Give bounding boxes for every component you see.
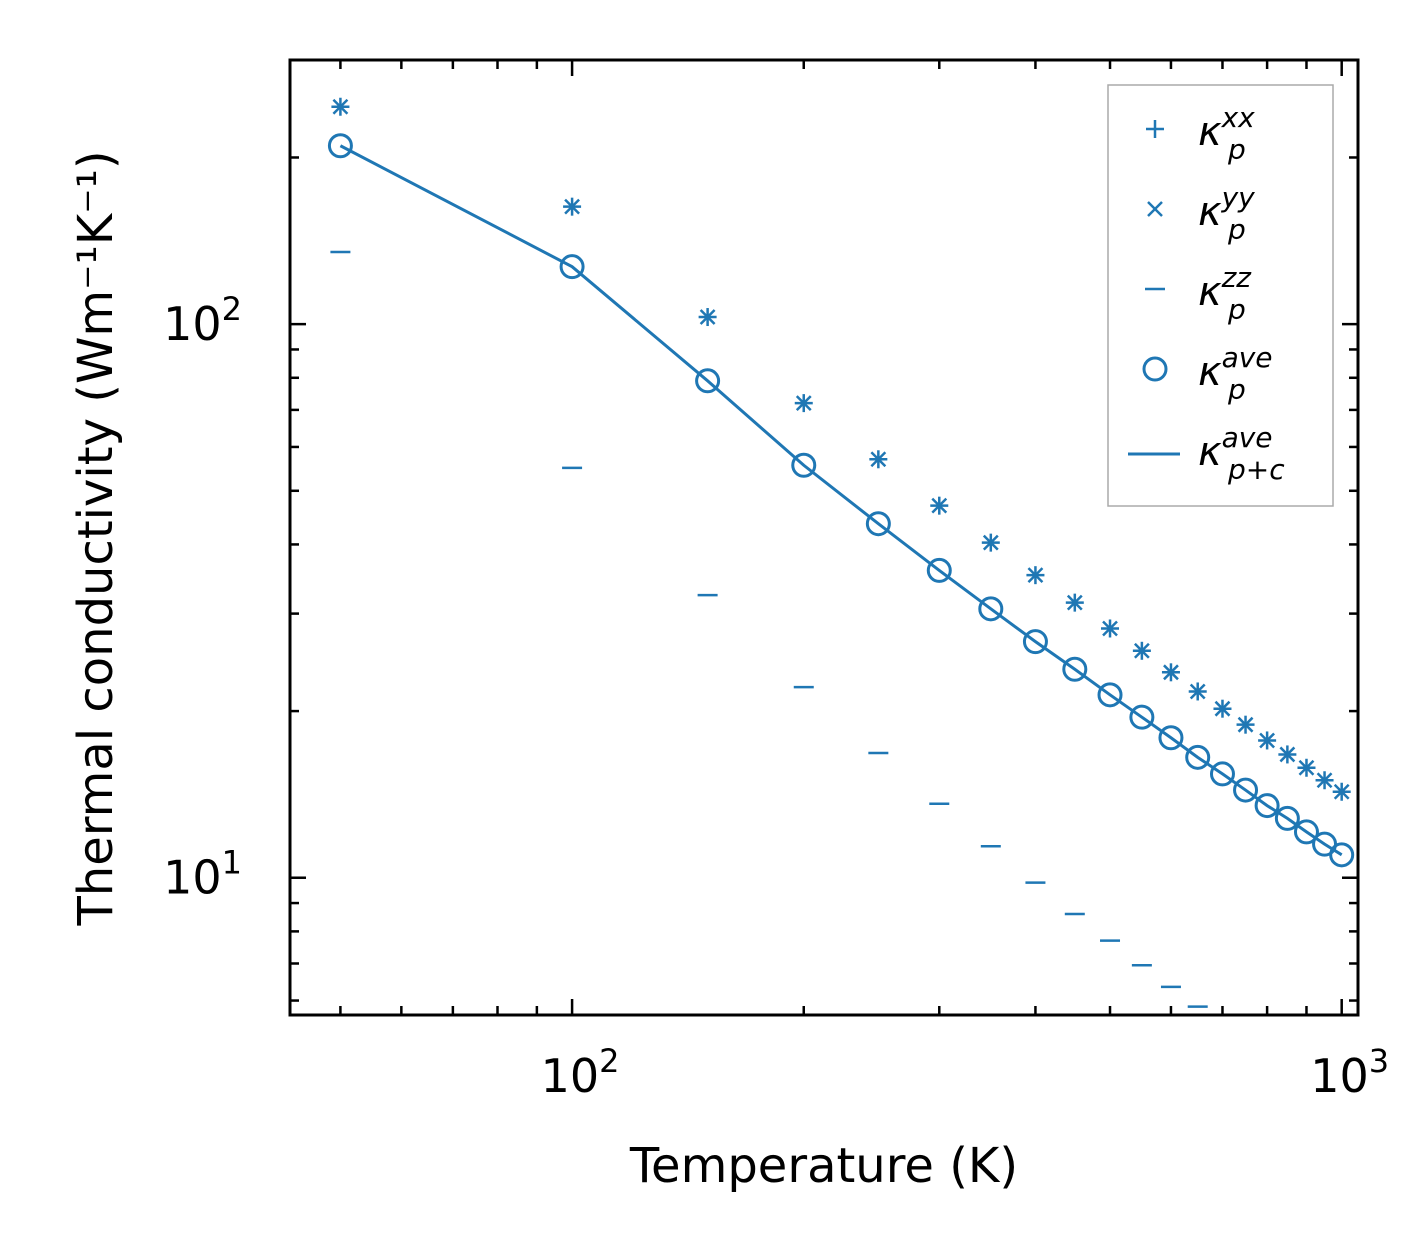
data-point — [795, 395, 812, 411]
data-point — [1158, 725, 1184, 751]
legend-item: κxx p — [1146, 101, 1255, 166]
legend-label: κxx p — [1198, 101, 1255, 166]
legend-item: κave p+c — [1128, 421, 1285, 486]
data-point — [1066, 594, 1083, 611]
axis-ticks: 102 103 101 102 — [163, 58, 1389, 1103]
legend-box — [1107, 84, 1334, 507]
y-tick-label: 101 — [163, 844, 242, 905]
data-point — [1133, 642, 1150, 659]
data-point — [1298, 759, 1315, 776]
data-point — [695, 368, 721, 394]
data-point — [1189, 683, 1206, 700]
data-point — [1027, 567, 1044, 584]
data-point — [1185, 744, 1211, 770]
data-point — [699, 309, 716, 325]
data-point — [931, 497, 948, 514]
data-point — [327, 133, 353, 159]
data-point — [978, 596, 1004, 622]
plot-area — [327, 97, 1355, 1008]
data-point — [1097, 682, 1123, 708]
data-point — [1293, 819, 1319, 845]
data-marks — [327, 97, 1355, 1008]
data-point — [1129, 704, 1155, 730]
data-point — [1062, 656, 1088, 682]
data-point — [865, 511, 891, 537]
data-point — [1254, 793, 1280, 819]
data-point — [1163, 664, 1179, 681]
series-x — [332, 98, 1350, 800]
legend-label: κyy p — [1198, 181, 1255, 246]
data-point — [1022, 629, 1048, 655]
data-point — [870, 451, 887, 468]
x-axis-label: Temperature (K) — [629, 1138, 1018, 1194]
series-circle — [327, 133, 1355, 868]
data-point — [1233, 777, 1259, 803]
legend-item: κyy p — [1147, 181, 1255, 246]
y-tick-label: 102 — [163, 290, 242, 351]
data-point — [332, 98, 349, 115]
data-point — [1333, 783, 1350, 800]
data-point — [1316, 772, 1333, 789]
data-point — [1279, 746, 1296, 763]
legend-label: κave p — [1198, 341, 1273, 406]
legend-item: κave p — [1142, 341, 1273, 406]
data-point — [1209, 761, 1235, 787]
data-point — [1237, 716, 1254, 733]
data-point — [926, 557, 952, 583]
data-point — [1274, 805, 1300, 831]
plot-frame — [288, 58, 1360, 1017]
legend-item: κzz p — [1145, 261, 1252, 326]
data-point — [791, 452, 817, 478]
x-tick-label: 102 — [541, 1042, 620, 1103]
series-line — [339, 144, 1343, 857]
data-point — [564, 198, 580, 215]
x-tick-label: 103 — [1310, 1042, 1389, 1103]
series-line — [339, 144, 1343, 857]
data-point — [1329, 842, 1355, 868]
series-hline — [330, 250, 1208, 1008]
data-point — [1214, 700, 1231, 717]
legend: κxx p κyy p κzz p κave p κave p+c — [1107, 84, 1334, 507]
legend-label: κzz p — [1198, 261, 1252, 326]
data-point — [1259, 732, 1275, 749]
legend-label: κave p+c — [1198, 421, 1285, 486]
y-axis-label: Thermal conductivity (Wm⁻¹K⁻¹) — [68, 150, 124, 926]
data-point — [559, 254, 585, 280]
data-point — [1102, 620, 1118, 637]
data-point — [982, 534, 999, 551]
